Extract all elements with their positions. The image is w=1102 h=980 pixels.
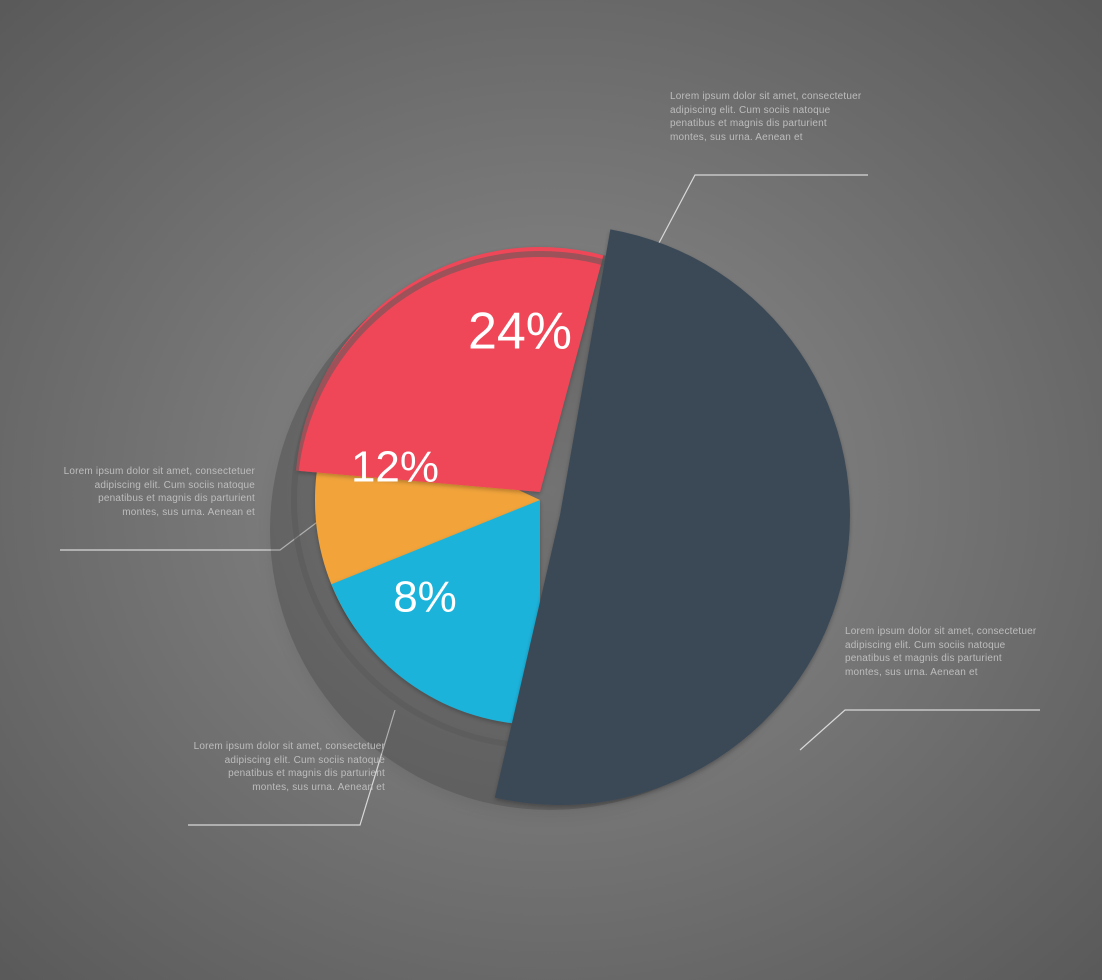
callout-text-red: Lorem ipsum dolor sit amet, consectetuer… <box>670 90 865 144</box>
callout-text-blue: Lorem ipsum dolor sit amet, consectetuer… <box>190 740 385 794</box>
slice-label-blue: 8% <box>393 573 457 622</box>
infographic-stage: 24%12%8%56% Lorem ipsum dolor sit amet, … <box>0 0 1102 980</box>
slice-label-orange: 12% <box>351 443 439 492</box>
callout-text-orange: Lorem ipsum dolor sit amet, consectetuer… <box>60 465 255 519</box>
callout-text-dark: Lorem ipsum dolor sit amet, consectetuer… <box>845 625 1040 679</box>
slice-label-red: 24% <box>468 303 572 361</box>
